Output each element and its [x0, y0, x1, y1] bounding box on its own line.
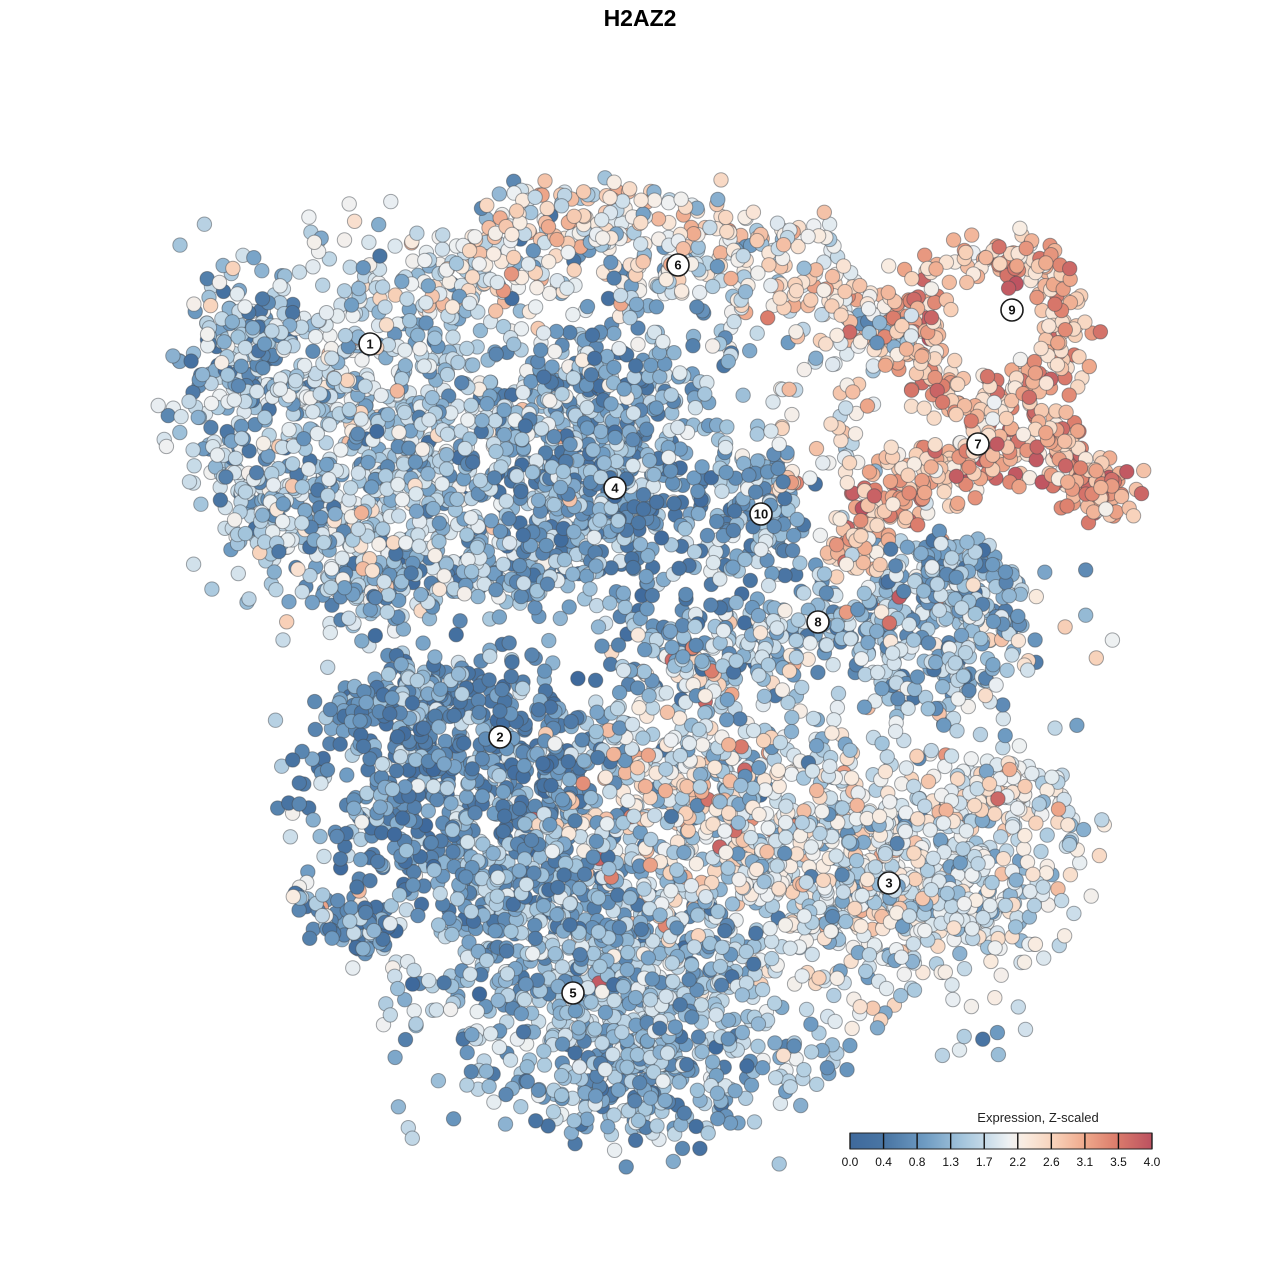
colorbar-tick-labels: 0.0 0.4 0.8 1.3 1.7 2.2 2.6 3.1 3.5 4.0	[842, 1155, 1161, 1169]
page-title: H2AZ2	[604, 5, 677, 31]
colorbar-tick-label: 0.0	[842, 1155, 859, 1169]
cluster-label-text: 7	[974, 437, 981, 452]
cluster-label-7: 7	[966, 432, 990, 456]
cluster-label-6: 6	[666, 253, 690, 277]
colorbar-tick-label: 3.1	[1077, 1155, 1094, 1169]
cluster-label-text: 1	[366, 337, 373, 352]
cluster-label-text: 8	[814, 615, 821, 630]
cluster-label-text: 9	[1008, 303, 1015, 318]
scatter-points-layer	[150, 170, 1152, 1175]
colorbar-tick-label: 3.5	[1110, 1155, 1127, 1169]
colorbar-tick-label: 1.7	[976, 1155, 993, 1169]
cluster-label-text: 4	[611, 481, 619, 496]
cluster-labels-layer: 1 2 3 4 5 6 7 8 9 10	[358, 253, 1024, 1005]
colorbar-frame	[849, 1132, 1153, 1150]
cluster-label-5: 5	[561, 981, 585, 1005]
cluster-label-text: 2	[496, 730, 503, 745]
colorbar-tick-label: 0.8	[909, 1155, 926, 1169]
colorbar-tick-label: 0.4	[875, 1155, 892, 1169]
expression-colorbar-legend: Expression, Z-scaled 0.0 0.4 0.8 1.3 1.7 2.2 2…	[842, 1110, 1161, 1169]
cluster-label-3: 3	[877, 871, 901, 895]
legend-title: Expression, Z-scaled	[977, 1110, 1098, 1125]
cluster-label-10: 10	[749, 502, 773, 526]
cluster-label-text: 10	[754, 507, 768, 522]
cluster-label-8: 8	[806, 610, 830, 634]
cluster-label-2: 2	[488, 725, 512, 749]
colorbar	[850, 1133, 1152, 1149]
colorbar-tick-label: 4.0	[1144, 1155, 1161, 1169]
colorbar-tick-label: 2.6	[1043, 1155, 1060, 1169]
cluster-label-4: 4	[603, 476, 627, 500]
cluster-label-text: 6	[674, 258, 681, 273]
cluster-label-text: 5	[569, 986, 576, 1001]
colorbar-tick-label: 2.2	[1009, 1155, 1026, 1169]
cluster-label-9: 9	[1000, 298, 1024, 322]
cluster-label-1: 1	[358, 332, 382, 356]
colorbar-tick-label: 1.3	[942, 1155, 959, 1169]
cluster-label-text: 3	[885, 876, 892, 891]
